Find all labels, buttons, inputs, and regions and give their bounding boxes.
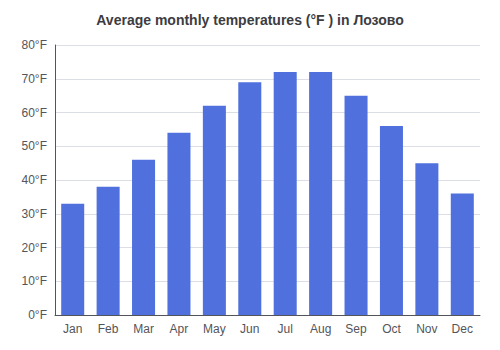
svg-text:10°F: 10°F — [22, 274, 47, 288]
svg-text:60°F: 60°F — [22, 106, 47, 120]
svg-text:Dec: Dec — [452, 322, 473, 336]
svg-text:Average monthly temperatures (: Average monthly temperatures (°F ) in Ло… — [96, 12, 403, 28]
svg-text:30°F: 30°F — [22, 207, 47, 221]
svg-text:70°F: 70°F — [22, 72, 47, 86]
svg-text:May: May — [203, 322, 226, 336]
svg-text:Nov: Nov — [416, 322, 437, 336]
svg-text:Sep: Sep — [345, 322, 367, 336]
svg-text:40°F: 40°F — [22, 173, 47, 187]
svg-text:Feb: Feb — [98, 322, 119, 336]
svg-text:Mar: Mar — [133, 322, 154, 336]
svg-text:Jun: Jun — [240, 322, 259, 336]
svg-text:Jul: Jul — [278, 322, 293, 336]
svg-text:20°F: 20°F — [22, 241, 47, 255]
svg-text:0°F: 0°F — [28, 308, 47, 322]
svg-text:Apr: Apr — [170, 322, 189, 336]
svg-text:80°F: 80°F — [22, 38, 47, 52]
svg-text:50°F: 50°F — [22, 139, 47, 153]
svg-text:Jan: Jan — [63, 322, 82, 336]
svg-text:Aug: Aug — [310, 322, 331, 336]
svg-text:Oct: Oct — [382, 322, 401, 336]
